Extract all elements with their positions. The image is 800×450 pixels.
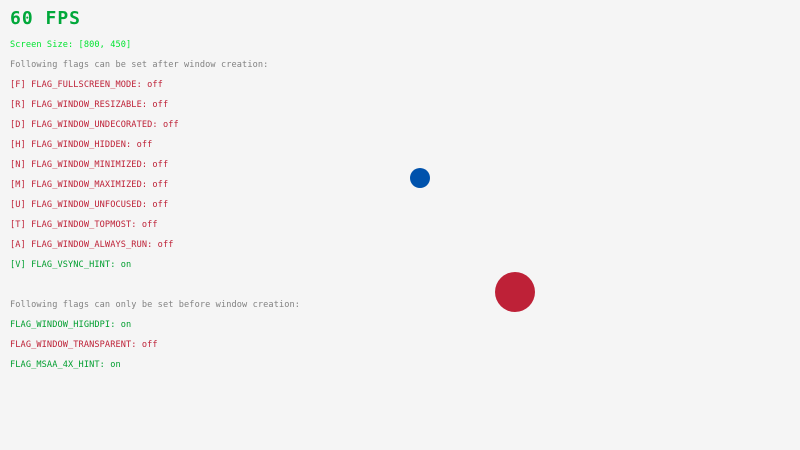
- flag-state: on: [120, 260, 132, 270]
- flag-label: FLAG_WINDOW_TRANSPARENT:: [10, 340, 142, 350]
- flag-state: off: [141, 340, 158, 350]
- flag-row: [U] FLAG_WINDOW_UNFOCUSED: off: [10, 200, 168, 210]
- flag-label: FLAG_MSAA_4X_HINT:: [10, 360, 111, 370]
- flag-label: [F] FLAG_FULLSCREEN_MODE:: [10, 80, 148, 90]
- flag-row: [V] FLAG_VSYNC_HINT: on: [10, 260, 131, 270]
- runtime-flags-header: Following flags can be set after window …: [10, 60, 269, 70]
- flag-label: [R] FLAG_WINDOW_RESIZABLE:: [10, 100, 153, 110]
- flag-label: [M] FLAG_WINDOW_MAXIMIZED:: [10, 180, 153, 190]
- bouncing-ball-large: [495, 272, 535, 312]
- flag-row: FLAG_WINDOW_TRANSPARENT: off: [10, 340, 158, 350]
- flag-row: [N] FLAG_WINDOW_MINIMIZED: off: [10, 160, 168, 170]
- flag-label: [V] FLAG_VSYNC_HINT:: [10, 260, 121, 270]
- flag-state: off: [141, 220, 158, 230]
- flag-row: [M] FLAG_WINDOW_MAXIMIZED: off: [10, 180, 168, 190]
- flag-row: [H] FLAG_WINDOW_HIDDEN: off: [10, 140, 152, 150]
- flag-state: on: [120, 320, 132, 330]
- fps-counter: 60 FPS: [10, 8, 82, 29]
- flag-state: on: [110, 360, 121, 370]
- flag-label: [N] FLAG_WINDOW_MINIMIZED:: [10, 160, 153, 170]
- flag-label: [A] FLAG_WINDOW_ALWAYS_RUN:: [10, 240, 158, 250]
- flag-row: FLAG_WINDOW_HIGHDPI: on: [10, 320, 131, 330]
- flag-label: FLAG_WINDOW_HIGHDPI:: [10, 320, 121, 330]
- init-flags-header: Following flags can only be set before w…: [10, 300, 301, 310]
- screen-size-label: Screen Size: [800, 450]: [10, 40, 132, 50]
- flag-state: off: [152, 160, 169, 170]
- flag-row: [A] FLAG_WINDOW_ALWAYS_RUN: off: [10, 240, 174, 250]
- flag-state: off: [152, 100, 169, 110]
- flag-label: [U] FLAG_WINDOW_UNFOCUSED:: [10, 200, 153, 210]
- flag-state: off: [162, 120, 179, 130]
- flag-row: [D] FLAG_WINDOW_UNDECORATED: off: [10, 120, 179, 130]
- flag-label: [D] FLAG_WINDOW_UNDECORATED:: [10, 120, 163, 130]
- flag-row: [R] FLAG_WINDOW_RESIZABLE: off: [10, 100, 168, 110]
- bouncing-ball-small: [410, 168, 430, 188]
- flag-state: off: [152, 200, 169, 210]
- flag-row: [F] FLAG_FULLSCREEN_MODE: off: [10, 80, 163, 90]
- flag-label: [T] FLAG_WINDOW_TOPMOST:: [10, 220, 142, 230]
- flag-state: off: [152, 180, 169, 190]
- flag-state: off: [136, 140, 153, 150]
- flag-state: off: [157, 240, 174, 250]
- flag-state: off: [147, 80, 163, 90]
- flag-label: [H] FLAG_WINDOW_HIDDEN:: [10, 140, 137, 150]
- flag-row: [T] FLAG_WINDOW_TOPMOST: off: [10, 220, 158, 230]
- flag-row: FLAG_MSAA_4X_HINT: on: [10, 360, 121, 370]
